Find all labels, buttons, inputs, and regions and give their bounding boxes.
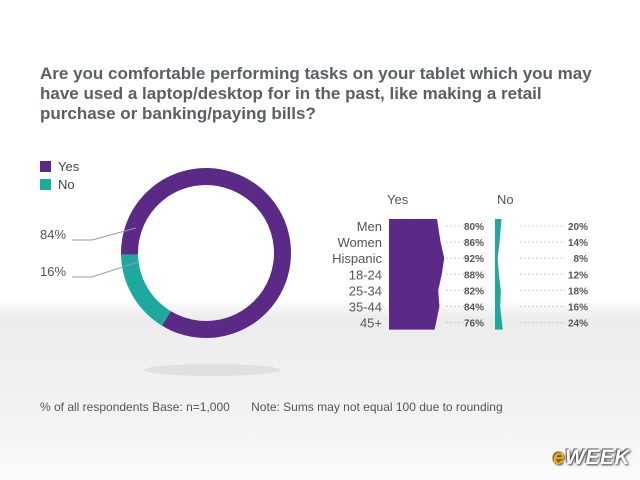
bar-value-no: 14%: [568, 238, 588, 249]
donut-slice-no: [121, 254, 171, 326]
bar-value-yes: 84%: [464, 303, 484, 314]
bar-value-no: 20%: [568, 222, 588, 233]
bar-header-no: No: [497, 192, 514, 207]
chart-title: Are you comfortable performing tasks on …: [40, 64, 592, 123]
legend-label-no: No: [58, 176, 75, 192]
bar-value-yes: 86%: [464, 238, 484, 249]
donut-leader-no: [72, 261, 139, 278]
bar-area-yes: [389, 219, 445, 330]
bar-category-label: 45+: [360, 316, 382, 331]
footer-notes: % of all respondents Base: n=1,000 Note:…: [40, 400, 503, 414]
bar-category-label: Men: [357, 219, 382, 234]
bar-value-yes: 88%: [464, 270, 484, 281]
bar-value-no: 18%: [568, 286, 588, 297]
bar-category-label: 35-44: [349, 300, 382, 315]
bar-area-no: [495, 219, 503, 330]
legend-item-yes: Yes: [40, 157, 79, 175]
donut-chart: 84% 16%: [40, 168, 291, 338]
bar-value-yes: 76%: [464, 319, 484, 330]
logo-e: e: [552, 446, 565, 469]
legend-item-no: No: [40, 175, 79, 193]
bar-value-yes: 80%: [464, 222, 484, 233]
bar-category-label: Women: [337, 235, 382, 250]
bar-value-yes: 82%: [464, 286, 484, 297]
pie-legend: Yes No: [40, 157, 79, 193]
legend-swatch-yes: [40, 160, 51, 172]
bar-value-no: 24%: [568, 319, 588, 330]
bar-value-no: 8%: [574, 254, 589, 265]
bar-category-label: 18-24: [349, 267, 382, 282]
bar-chart: Yes No Men 80% 20% Women 86% 14% Hispanic 92% 8% 18…: [332, 192, 588, 331]
eweek-logo: eWEEK: [553, 446, 630, 470]
bar-category-label: Hispanic: [332, 251, 382, 266]
footer-note: Note: Sums may not equal 100 due to roun…: [251, 400, 503, 414]
bar-value-no: 16%: [568, 303, 588, 314]
bar-category-label: 25-34: [349, 283, 382, 298]
bar-value-no: 12%: [568, 270, 588, 281]
donut-label-no: 16%: [40, 264, 66, 279]
legend-label-yes: Yes: [58, 158, 80, 174]
bar-header-yes: Yes: [387, 192, 409, 207]
logo-rest: WEEK: [565, 446, 630, 469]
donut-label-yes: 84%: [40, 227, 66, 242]
donut-shadow: [144, 364, 280, 376]
donut-leader-yes: [72, 227, 137, 241]
bar-value-yes: 92%: [464, 254, 484, 265]
legend-swatch-no: [40, 178, 51, 190]
footer-base: % of all respondents Base: n=1,000: [40, 400, 230, 414]
